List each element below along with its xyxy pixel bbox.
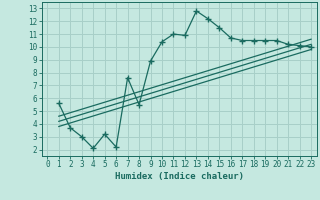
X-axis label: Humidex (Indice chaleur): Humidex (Indice chaleur): [115, 172, 244, 181]
